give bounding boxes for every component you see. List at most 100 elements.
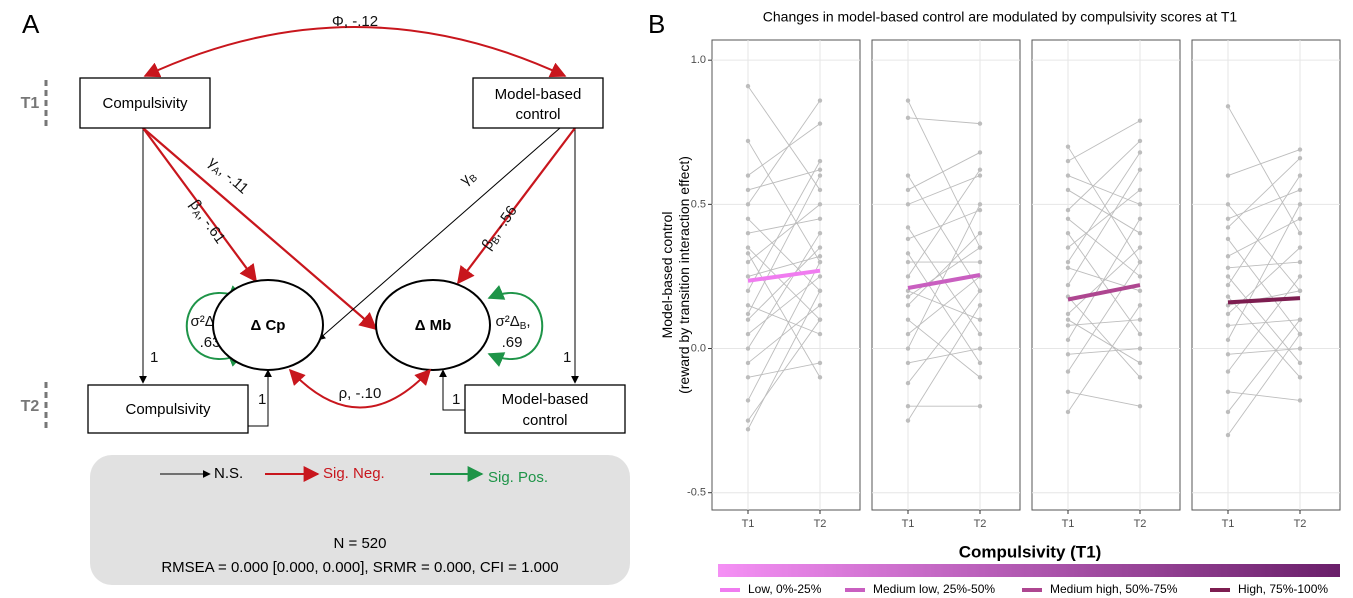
subject-point: [905, 187, 911, 193]
subject-point: [905, 331, 911, 337]
subject-point: [1297, 331, 1303, 337]
subject-point: [1065, 245, 1071, 250]
subject-point: [1225, 409, 1231, 415]
subject-point: [745, 303, 751, 308]
subject-point: [745, 427, 751, 432]
node: [79, 77, 211, 129]
y-axis-label-line: Model-based control: [659, 212, 675, 339]
subject-point: [1137, 331, 1143, 337]
legend-label: Medium high, 50%-75%: [1050, 582, 1178, 596]
subject-point: [1137, 346, 1143, 351]
legend-label: Sig. Neg.: [323, 465, 385, 482]
subject-line: [907, 319, 981, 378]
panel-label: A: [22, 9, 40, 39]
subject-point: [1225, 389, 1231, 394]
legend-label: Low, 0%-25%: [748, 582, 822, 596]
subject-point: [1137, 167, 1143, 172]
subject-line: [1067, 232, 1141, 335]
node-label: Compulsivity: [102, 95, 188, 112]
subject-point: [745, 230, 751, 236]
fit-stat: RMSEA = 0.000 [0.000, 0.000], SRMR = 0.0…: [161, 559, 558, 576]
subject-point: [977, 346, 983, 351]
subject-line: [907, 209, 981, 240]
subject-point: [977, 230, 983, 236]
node-label: Model-based: [502, 391, 589, 408]
path-arrow: [142, 127, 258, 283]
node-label: Δ Mb: [415, 317, 452, 334]
subject-point: [1225, 282, 1231, 288]
subject-line: [1227, 391, 1301, 401]
subject-line: [1227, 319, 1301, 413]
node: [87, 384, 249, 434]
subject-point: [745, 331, 751, 337]
subject-point: [817, 288, 823, 294]
path-arrow: [317, 127, 561, 341]
subject-point: [977, 317, 983, 322]
subject-point: [817, 167, 823, 172]
subject-point: [1297, 173, 1303, 178]
subject-point: [817, 98, 823, 103]
subject-point: [977, 173, 983, 178]
x-tick-label: T2: [974, 518, 987, 530]
subject-line: [907, 232, 981, 306]
subject-point: [745, 346, 751, 351]
subject-line: [907, 100, 981, 248]
subject-line: [747, 290, 821, 430]
subject-point: [1065, 173, 1071, 178]
node: [472, 77, 604, 129]
subject-point: [977, 403, 983, 409]
subject-point: [817, 158, 823, 164]
subject-line: [747, 175, 821, 315]
subject-line: [1227, 204, 1301, 292]
subject-point: [1065, 311, 1071, 317]
subject-point: [1065, 389, 1071, 394]
mean-line: [1227, 296, 1301, 305]
subject-point: [905, 202, 911, 207]
subject-line: [747, 100, 821, 205]
facet: T1 T2: [1031, 39, 1181, 530]
subject-point: [817, 303, 823, 308]
subject-line: [1227, 157, 1301, 228]
subject-point: [745, 311, 751, 317]
path-label: γA, -.11: [204, 154, 252, 199]
subject-point: [1297, 317, 1303, 322]
subject-point: [817, 254, 823, 259]
x-tick-label: T1: [742, 518, 755, 530]
subject-point: [745, 202, 751, 207]
subject-point: [1065, 216, 1071, 221]
subject-point: [817, 259, 823, 265]
subject-point: [745, 173, 751, 178]
subject-point: [745, 138, 751, 144]
time-label: T1: [21, 95, 40, 112]
subject-point: [1225, 311, 1231, 317]
subject-point: [977, 375, 983, 380]
subject-point: [1297, 375, 1303, 380]
subject-point: [745, 245, 751, 250]
subject-point: [1297, 156, 1303, 161]
path-label: γB: [457, 166, 480, 190]
path-label: σ²ΔB,: [495, 313, 530, 332]
subject-point: [977, 288, 983, 294]
x-tick-label: T2: [1134, 518, 1147, 530]
path-arrow: [142, 127, 378, 331]
legend-label: Medium low, 25%-50%: [873, 582, 995, 596]
legend-box: [90, 455, 630, 585]
subject-line: [747, 85, 821, 191]
subject-point: [1225, 104, 1231, 109]
subject-point: [817, 375, 823, 380]
subject-point: [1137, 138, 1143, 144]
subject-line: [1067, 296, 1141, 378]
subject-point: [745, 187, 751, 193]
subject-point: [1225, 202, 1231, 207]
subject-point: [1137, 202, 1143, 207]
label-part: ,: [526, 313, 530, 330]
mean-line: [747, 268, 821, 283]
legend-label: N.S.: [214, 465, 243, 482]
subject-line: [1227, 276, 1301, 364]
y-axis-label-line: (reward by transition interaction effect…: [676, 156, 692, 394]
subject-point: [1137, 274, 1143, 279]
subject-point: [1065, 317, 1071, 322]
subject-point: [1225, 265, 1231, 270]
subject-point: [977, 303, 983, 308]
